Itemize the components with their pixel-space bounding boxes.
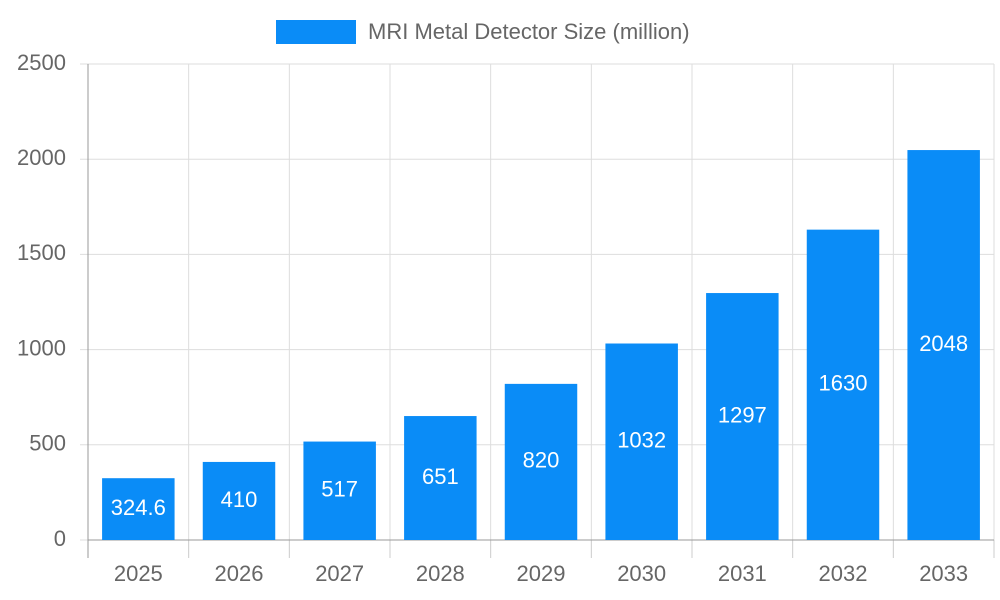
x-tick-label: 2032 [819, 561, 868, 586]
value-label: 1297 [718, 402, 767, 427]
bar [605, 343, 678, 540]
y-tick-label: 0 [54, 526, 66, 551]
value-label: 651 [422, 464, 459, 489]
value-label: 410 [221, 487, 258, 512]
bar [907, 150, 980, 541]
bar [706, 293, 779, 540]
x-tick-label: 2027 [315, 561, 364, 586]
y-tick-label: 500 [29, 431, 66, 456]
bar [202, 461, 276, 540]
y-tick-label: 2500 [17, 50, 66, 75]
bar [404, 416, 477, 540]
bar [102, 478, 175, 540]
value-label: 324.6 [111, 495, 166, 520]
y-tick-label: 1000 [17, 335, 66, 360]
value-label: 2048 [919, 331, 968, 356]
x-tick-label: 2033 [919, 561, 968, 586]
x-tick-label: 2026 [215, 561, 264, 586]
legend-label: MRI Metal Detector Size (million) [368, 19, 690, 44]
bar [303, 441, 376, 540]
x-tick-label: 2025 [114, 561, 163, 586]
value-label: 1630 [819, 371, 868, 396]
value-label: 517 [321, 477, 358, 502]
x-tick-label: 2031 [718, 561, 767, 586]
value-label: 820 [523, 448, 560, 473]
y-tick-label: 2000 [17, 145, 66, 170]
x-tick-label: 2030 [617, 561, 666, 586]
bar [504, 383, 578, 540]
legend-swatch [276, 20, 356, 44]
x-tick-label: 2028 [416, 561, 465, 586]
bar [806, 229, 880, 540]
y-tick-label: 1500 [17, 240, 66, 265]
x-tick-label: 2029 [517, 561, 566, 586]
value-label: 1032 [617, 428, 666, 453]
